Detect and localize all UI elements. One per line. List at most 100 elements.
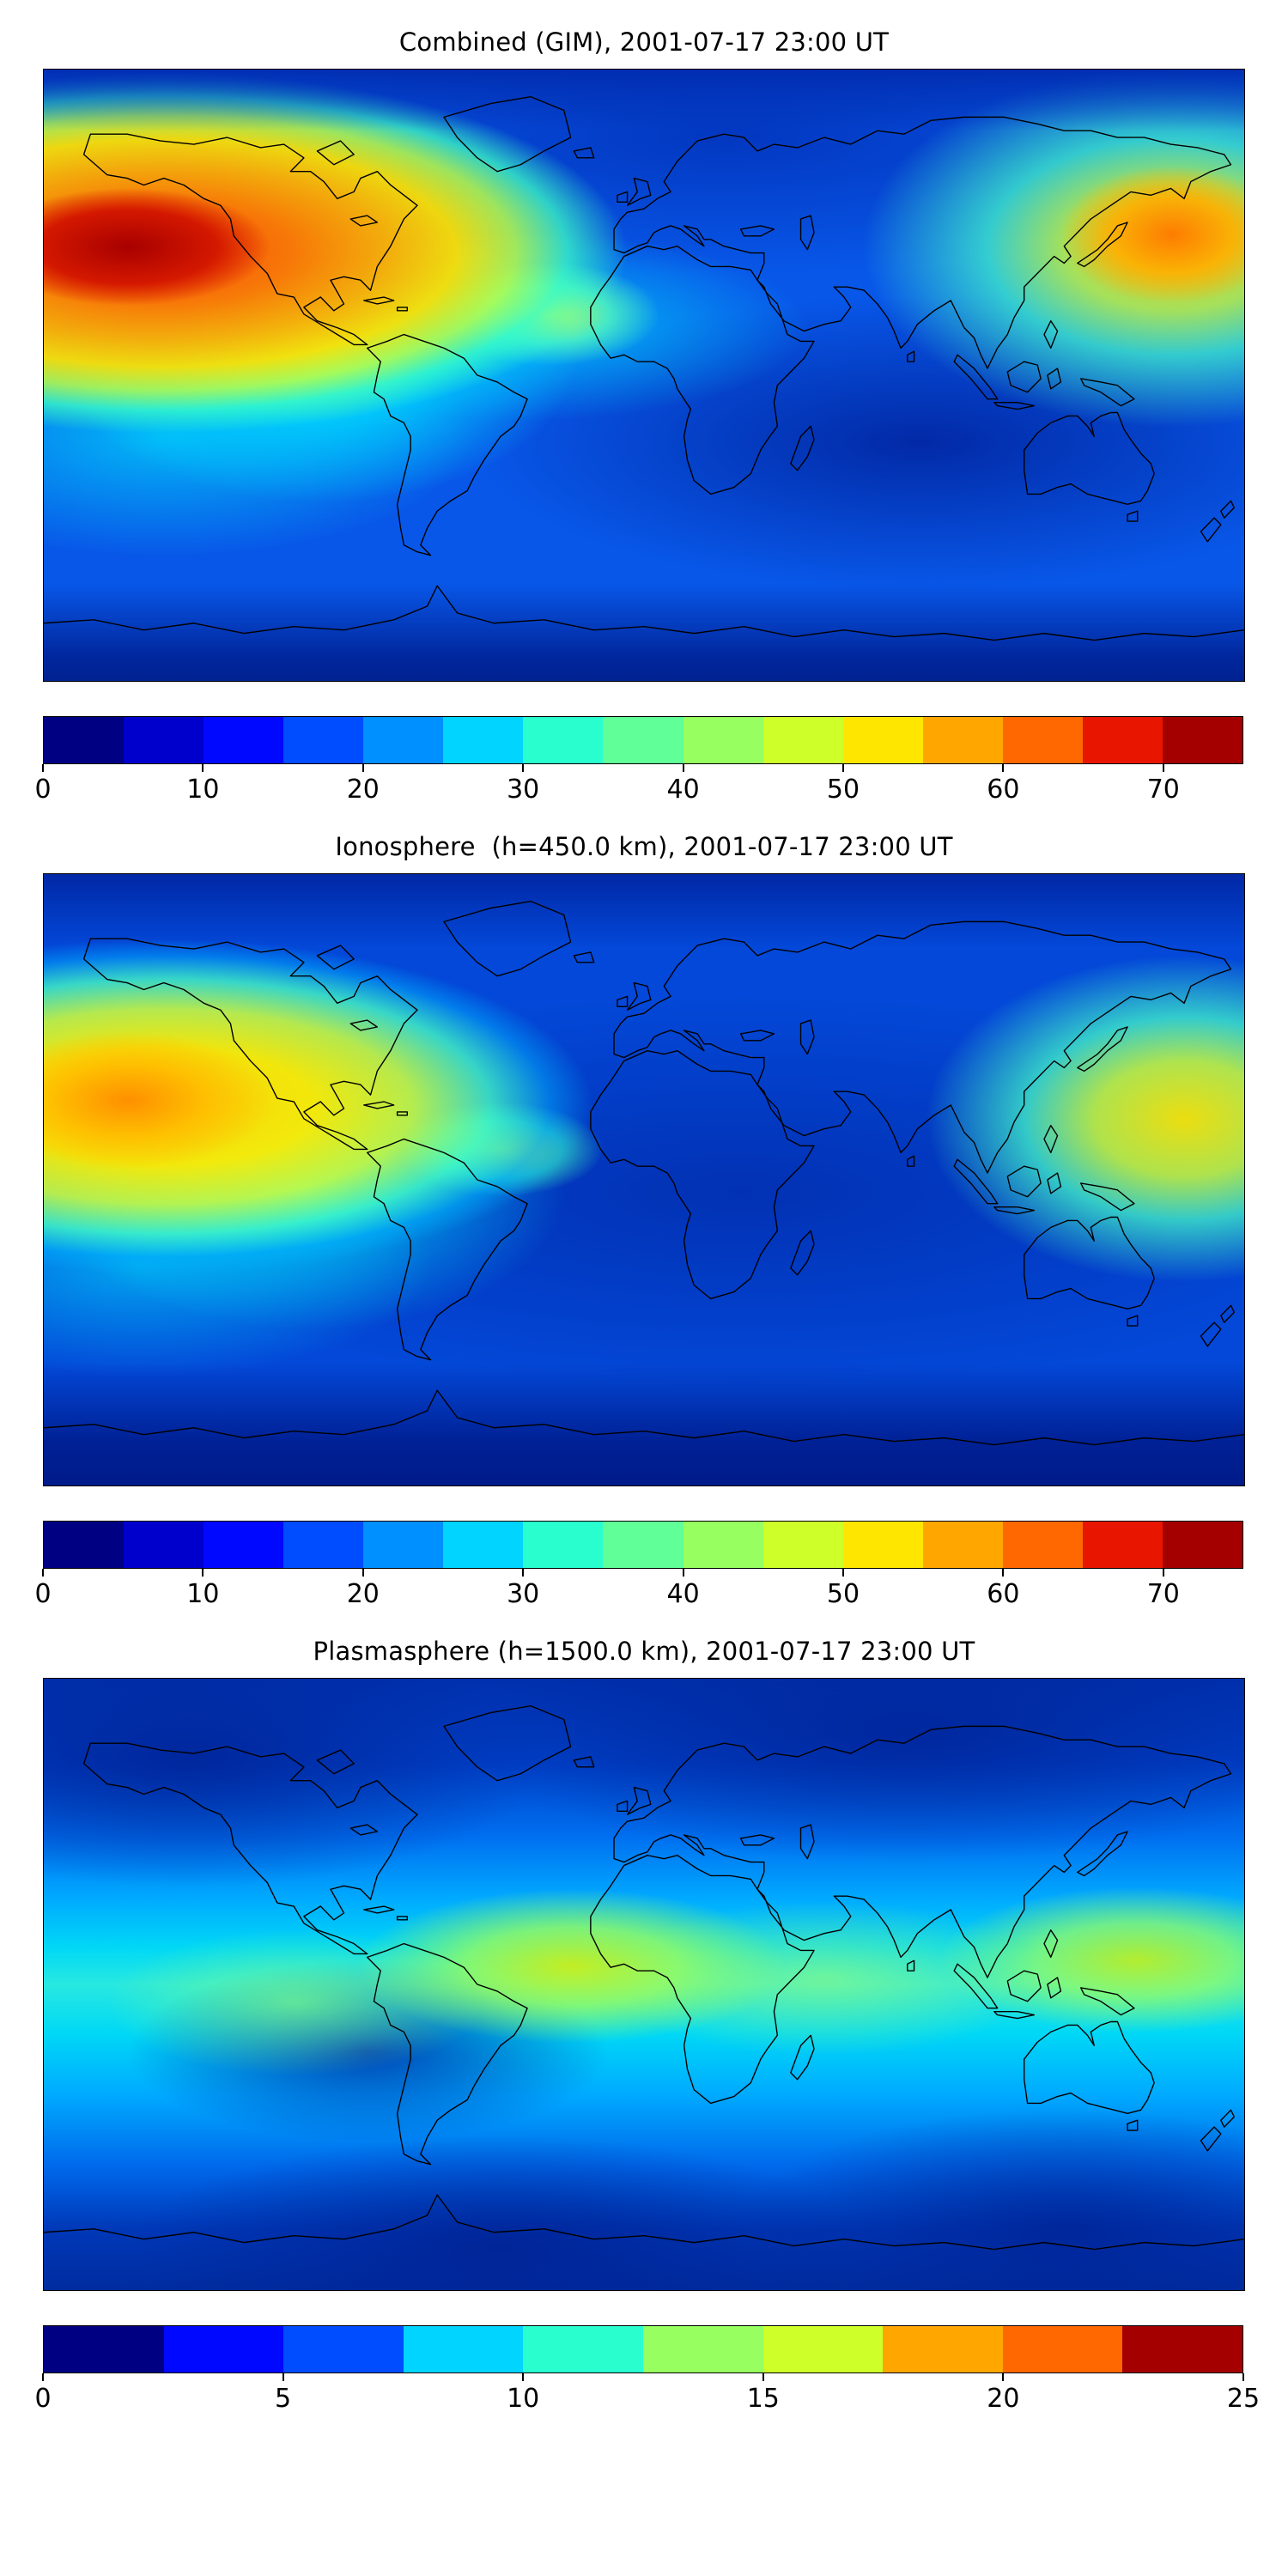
colorbar-tick-label: 70: [1146, 1579, 1180, 1609]
panel-plasmasphere: Plasmasphere (h=1500.0 km), 2001-07-17 2…: [34, 1637, 1260, 2419]
colorbar-tick-label: 50: [826, 1579, 860, 1609]
colorbar-tick-label: 50: [826, 775, 860, 805]
colorbar-tick-label: 40: [666, 1579, 700, 1609]
world-map-plasmasphere: [43, 1678, 1245, 2291]
colorbar-tick-marks: [42, 1569, 1243, 1577]
panel-title-ionosphere: Ionosphere (h=450.0 km), 2001-07-17 23:0…: [335, 832, 953, 861]
colorbar-tick-mark: [361, 1569, 364, 1577]
colorbar-tick-mark: [202, 1569, 204, 1577]
colorbar-segment: [523, 1522, 604, 1568]
coastlines-svg: [44, 874, 1244, 1485]
colorbar-segment: [1162, 717, 1242, 763]
panel-combined: Combined (GIM), 2001-07-17 23:00 UT: [34, 27, 1245, 810]
colorbar-segment: [204, 1522, 284, 1568]
colorbar-tick-mark: [42, 1569, 44, 1577]
colorbar-tick-label: 70: [1146, 775, 1180, 805]
colorbar-tick-label: 0: [34, 775, 52, 805]
colorbar-tick-label: 20: [346, 775, 380, 805]
colorbar-segment: [283, 2326, 404, 2372]
colorbar-tick-label: 20: [346, 1579, 380, 1609]
panel-title-plasmasphere: Plasmasphere (h=1500.0 km), 2001-07-17 2…: [313, 1637, 975, 1666]
colorbar-tick-label: 25: [1226, 2384, 1261, 2414]
colorbar-tick-mark: [1162, 1569, 1164, 1577]
colorbar-tick-label: 0: [34, 1579, 52, 1609]
colorbar-tick-label: 0: [34, 2384, 52, 2414]
colorbar-strip: [43, 2325, 1243, 2373]
colorbar-segment: [1002, 2326, 1123, 2372]
colorbar-tick-label: 40: [666, 775, 700, 805]
colorbar-tick-mark: [1002, 2373, 1005, 2381]
panel-ionosphere: Ionosphere (h=450.0 km), 2001-07-17 23:0…: [34, 832, 1245, 1614]
colorbar-tick-label: 20: [987, 2384, 1020, 2414]
colorbar-segment: [403, 2326, 524, 2372]
colorbar-tick-marks: [42, 2373, 1244, 2381]
colorbar-segment: [443, 717, 524, 763]
colorbar-segment: [603, 717, 683, 763]
colorbar-tick-label: 60: [987, 1579, 1020, 1609]
colorbar-tick-mark: [361, 764, 364, 772]
colorbar-tick-label: 15: [746, 2384, 780, 2414]
colorbar-segment: [1082, 1522, 1163, 1568]
colorbar-tick-labels: 0 10 20 30 40 50 60 70: [34, 1577, 1243, 1614]
colorbar-segment: [922, 1522, 1003, 1568]
colorbar-segment: [523, 717, 604, 763]
colorbar-segment: [683, 717, 763, 763]
colorbar-segment: [1162, 1522, 1242, 1568]
colorbar-segment: [283, 1522, 364, 1568]
colorbar-segment: [44, 1522, 125, 1568]
colorbar-segment: [842, 717, 923, 763]
colorbar-tick-label: 10: [507, 2384, 540, 2414]
colorbar-tick-mark: [522, 2373, 525, 2381]
colorbar-segment: [842, 1522, 923, 1568]
coastlines-svg: [44, 1679, 1244, 2290]
colorbar-segment: [1002, 717, 1083, 763]
colorbar-tick-mark: [42, 2373, 44, 2381]
colorbar-tick-marks: [42, 764, 1243, 772]
colorbar-combined: 0 10 20 30 40 50 60 70: [34, 716, 1243, 810]
world-map-combined: [43, 69, 1245, 682]
colorbar-tick-labels: 0 5 10 15 20 25: [34, 2381, 1260, 2419]
colorbar-tick-label: 5: [275, 2384, 292, 2414]
colorbar-segment: [1082, 717, 1163, 763]
colorbar-segment: [443, 1522, 524, 1568]
colorbar-tick-mark: [522, 764, 525, 772]
colorbar-segment: [762, 2326, 884, 2372]
colorbar-segment: [124, 1522, 204, 1568]
colorbar-segment: [163, 2326, 284, 2372]
colorbar-tick-mark: [762, 2373, 764, 2381]
colorbar-segment: [283, 717, 364, 763]
figure: Combined (GIM), 2001-07-17 23:00 UT: [34, 27, 1260, 2419]
colorbar-segment: [1122, 2326, 1242, 2372]
world-map-ionosphere: [43, 873, 1245, 1486]
colorbar-ionosphere: 0 10 20 30 40 50 60 70: [34, 1521, 1243, 1614]
colorbar-tick-mark: [842, 764, 844, 772]
colorbar-tick-mark: [42, 764, 44, 772]
colorbar-segment: [44, 2326, 164, 2372]
colorbar-tick-mark: [202, 764, 204, 772]
colorbar-plasmasphere: 0 5 10 15 20 25: [34, 2325, 1260, 2419]
colorbar-strip: [43, 716, 1243, 764]
colorbar-segment: [762, 1522, 843, 1568]
colorbar-segment: [1002, 1522, 1083, 1568]
colorbar-tick-mark: [682, 764, 684, 772]
colorbar-tick-mark: [842, 1569, 844, 1577]
colorbar-segment: [523, 2326, 643, 2372]
colorbar-segment: [124, 717, 204, 763]
colorbar-tick-mark: [282, 2373, 284, 2381]
colorbar-tick-label: 30: [507, 775, 540, 805]
colorbar-segment: [44, 717, 125, 763]
colorbar-tick-mark: [1242, 2373, 1244, 2381]
colorbar-segment: [363, 1522, 444, 1568]
colorbar-tick-mark: [1002, 764, 1005, 772]
colorbar-tick-mark: [522, 1569, 525, 1577]
colorbar-tick-label: 60: [987, 775, 1020, 805]
colorbar-tick-label: 10: [186, 1579, 220, 1609]
colorbar-tick-mark: [682, 1569, 684, 1577]
panel-title-combined: Combined (GIM), 2001-07-17 23:00 UT: [398, 27, 890, 57]
colorbar-tick-mark: [1002, 1569, 1005, 1577]
colorbar-tick-label: 30: [507, 1579, 540, 1609]
colorbar-segment: [642, 2326, 763, 2372]
colorbar-segment: [204, 717, 284, 763]
colorbar-segment: [363, 717, 444, 763]
colorbar-tick-mark: [1162, 764, 1164, 772]
